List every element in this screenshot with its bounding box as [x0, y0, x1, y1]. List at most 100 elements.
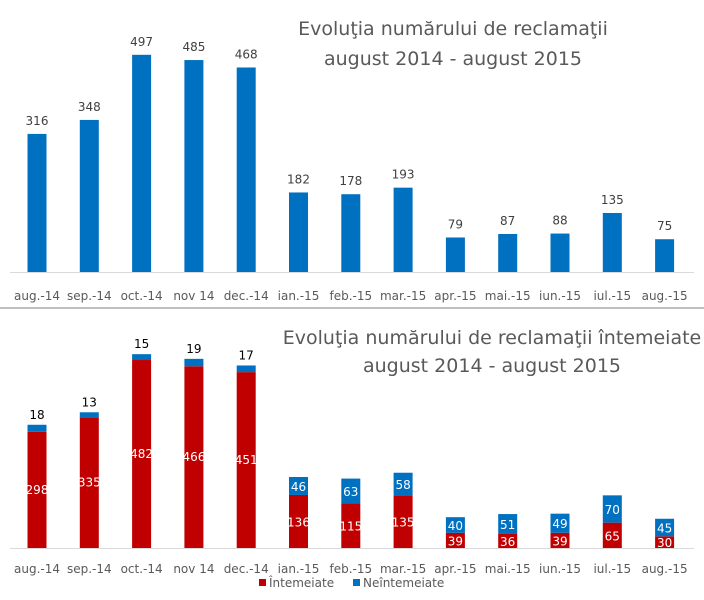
bar-intemeiate: [27, 431, 47, 548]
x-tick-label: dec.-14: [224, 289, 269, 303]
data-label-neintemeiate: 40: [448, 519, 463, 533]
bar-neintemeiate: [236, 365, 256, 373]
data-label: 468: [235, 47, 258, 61]
data-label-neintemeiate: 17: [239, 348, 254, 362]
x-tick-label: mar.-15: [380, 562, 426, 576]
bar-intemeiate: [341, 503, 361, 548]
data-label-intemeiate: 335: [78, 476, 101, 490]
data-label-intemeiate: 451: [235, 453, 258, 467]
chart-title: Evoluţia numărului de reclamaţii: [298, 18, 608, 40]
bar-neintemeiate: [550, 513, 570, 533]
x-tick-label: mar.-15: [380, 289, 426, 303]
data-label: 88: [552, 214, 567, 228]
data-label: 182: [287, 172, 310, 186]
data-label-intemeiate: 135: [392, 516, 415, 530]
data-label-intemeiate: 30: [657, 536, 672, 550]
bar: [655, 239, 675, 272]
bar-neintemeiate: [498, 514, 518, 534]
x-tick-label: ian.-15: [278, 562, 320, 576]
bar-intemeiate: [550, 532, 570, 548]
bar-neintemeiate: [132, 354, 152, 361]
bar: [498, 233, 518, 272]
data-label: 193: [392, 168, 415, 182]
data-label-neintemeiate: 46: [291, 480, 306, 494]
x-tick-label: iul.-15: [593, 562, 631, 576]
bar-intemeiate: [236, 372, 256, 548]
bar: [236, 67, 256, 272]
bar-neintemeiate: [184, 358, 204, 367]
bar-intemeiate: [445, 532, 465, 548]
bar-neintemeiate: [602, 495, 622, 523]
chart-subtitle: august 2014 - august 2015: [363, 355, 621, 377]
bar: [27, 133, 47, 272]
chart-total-complaints: Evoluţia numărului de reclamaţii august …: [10, 18, 694, 303]
x-tick-label: iul.-15: [593, 289, 631, 303]
data-label-intemeiate: 39: [448, 534, 463, 548]
bar-intemeiate: [498, 533, 518, 548]
chart-subtitle: august 2014 - august 2015: [324, 48, 582, 70]
data-label-neintemeiate: 58: [395, 478, 410, 492]
x-tick-label: mai.-15: [485, 562, 531, 576]
data-label: 79: [448, 217, 463, 231]
bar-neintemeiate: [445, 517, 465, 533]
data-label-intemeiate: 65: [605, 529, 620, 543]
bar-neintemeiate: [393, 472, 413, 496]
data-label-intemeiate: 36: [500, 535, 515, 549]
bar-intemeiate: [655, 536, 675, 548]
x-tick-label: feb.-15: [329, 562, 372, 576]
bar-intemeiate: [132, 360, 152, 548]
x-tick-label: nov 14: [173, 562, 214, 576]
legend-swatch-intemeiate: [259, 579, 266, 586]
x-tick-label: mai.-15: [485, 289, 531, 303]
chart-founded-complaints: Evoluţia numărului de reclamaţii întemei…: [10, 327, 701, 590]
x-tick-label: sep.-14: [67, 562, 112, 576]
data-label-intemeiate: 298: [26, 483, 49, 497]
data-label-intemeiate: 466: [182, 450, 205, 464]
data-label: 316: [26, 114, 49, 128]
bar: [341, 194, 361, 272]
bar-intemeiate: [184, 366, 204, 548]
x-tick-label: aug.-14: [14, 289, 60, 303]
legend: Întemeiate Neîntemeiate: [259, 575, 444, 590]
x-tick-label: iun.-15: [539, 289, 581, 303]
x-tick-label: nov 14: [173, 289, 214, 303]
chart-title: Evoluţia numărului de reclamaţii întemei…: [283, 327, 702, 349]
bar-intemeiate: [289, 494, 308, 548]
bar: [445, 237, 465, 272]
bar-intemeiate: [393, 495, 413, 548]
data-label: 135: [601, 193, 624, 207]
x-tick-label: feb.-15: [329, 289, 372, 303]
legend-swatch-neintemeiate: [353, 579, 360, 586]
x-tick-label: aug.-15: [642, 289, 688, 303]
data-label-neintemeiate: 18: [29, 408, 44, 422]
bar-neintemeiate: [655, 518, 675, 537]
data-label-intemeiate: 39: [552, 534, 567, 548]
bar: [289, 192, 308, 272]
data-label-intemeiate: 482: [130, 447, 153, 461]
x-tick-label: dec.-14: [224, 562, 269, 576]
x-tick-label: sep.-14: [67, 289, 112, 303]
data-label-intemeiate: 136: [287, 515, 310, 529]
bar: [79, 119, 99, 272]
data-label-neintemeiate: 45: [657, 522, 672, 536]
data-label-neintemeiate: 70: [605, 503, 620, 517]
bar: [602, 213, 622, 272]
data-label-neintemeiate: 49: [552, 517, 567, 531]
bar-neintemeiate: [27, 424, 47, 432]
bar: [393, 187, 413, 272]
data-label-neintemeiate: 51: [500, 518, 515, 532]
data-label-neintemeiate: 15: [134, 337, 149, 351]
x-tick-label: ian.-15: [278, 289, 320, 303]
data-label: 497: [130, 35, 153, 49]
legend-label-neintemeiate: Neîntemeiate: [363, 576, 444, 590]
x-tick-label: aug.-14: [14, 562, 60, 576]
data-label: 75: [657, 219, 672, 233]
data-label: 87: [500, 214, 515, 228]
data-label-neintemeiate: 63: [343, 485, 358, 499]
data-label-neintemeiate: 19: [186, 342, 201, 356]
x-tick-label: iun.-15: [539, 562, 581, 576]
bar-neintemeiate: [79, 412, 99, 418]
bar-neintemeiate: [289, 477, 308, 495]
bar-intemeiate: [79, 417, 99, 548]
